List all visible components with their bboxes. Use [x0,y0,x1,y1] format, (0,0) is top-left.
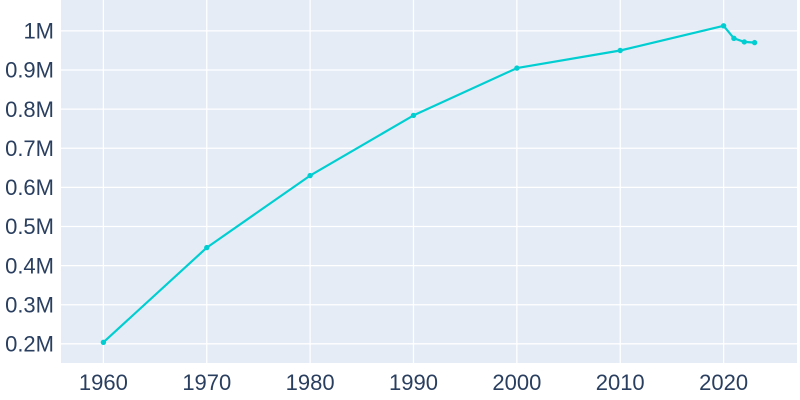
y-tick-label: 1M [23,19,54,44]
y-tick-label: 0.5M [5,214,54,239]
data-point [204,244,210,251]
y-tick-label: 0.2M [5,332,54,357]
data-point [731,35,737,41]
data-point [307,172,313,179]
y-tick-label: 0.7M [5,136,54,161]
x-tick-label: 2000 [492,370,541,395]
data-points [100,23,758,345]
x-tick-label: 1970 [182,370,231,395]
y-tick-label: 0.9M [5,58,54,83]
x-tick-label: 1990 [389,370,438,395]
data-point [410,112,417,119]
x-tick-label: 1960 [79,370,128,395]
y-tick-label: 0.4M [5,253,54,278]
plot-area [61,0,797,363]
data-point [617,47,623,54]
x-axis-tick-labels: 1960 1970 1980 1990 2000 2010 2020 [79,370,748,395]
y-tick-label: 0.8M [5,97,54,122]
y-tick-label: 0.3M [5,292,54,317]
x-tick-label: 2010 [596,370,645,395]
y-axis-tick-labels: 0.2M 0.3M 0.4M 0.5M 0.6M 0.7M 0.8M 0.9M 1M [5,19,54,357]
x-tick-label: 2020 [699,370,748,395]
data-point [514,65,520,71]
x-tick-label: 1980 [286,370,335,395]
data-point [100,339,107,345]
y-tick-label: 0.6M [5,175,54,200]
data-line [102,24,756,344]
data-point [751,39,758,46]
data-point [741,39,747,45]
data-point [720,23,727,29]
